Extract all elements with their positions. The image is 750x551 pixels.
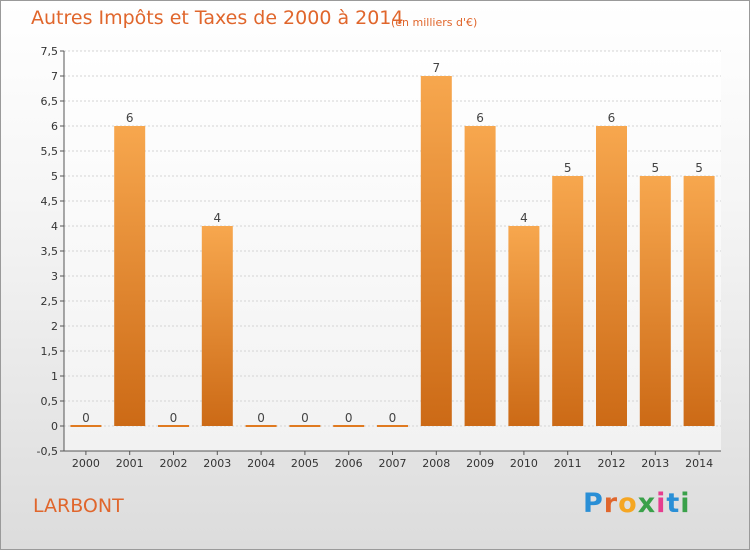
data-label: 0 xyxy=(82,411,90,425)
data-label: 0 xyxy=(345,411,353,425)
data-label: 7 xyxy=(432,61,440,75)
chart-title: Autres Impôts et Taxes de 2000 à 2014 xyxy=(31,7,404,29)
logo-letter: i xyxy=(680,488,691,519)
x-tick-label: 2003 xyxy=(203,457,231,470)
bar xyxy=(596,126,627,426)
x-tick-label: 2002 xyxy=(160,457,188,470)
y-tick-label: 0 xyxy=(51,420,58,433)
data-label: 5 xyxy=(695,161,703,175)
y-tick-label: 6,5 xyxy=(41,95,59,108)
data-label: 6 xyxy=(126,111,134,125)
data-label: 5 xyxy=(564,161,572,175)
bar xyxy=(420,76,452,426)
x-tick-label: 2006 xyxy=(335,457,363,470)
x-tick-label: 2005 xyxy=(291,457,319,470)
x-tick-label: 2009 xyxy=(466,457,494,470)
y-tick-label: 3,5 xyxy=(41,245,59,258)
data-label: 0 xyxy=(389,411,397,425)
bar xyxy=(683,176,715,426)
data-label: 6 xyxy=(608,111,616,125)
x-tick-label: 2008 xyxy=(422,457,450,470)
y-tick-label: 1,5 xyxy=(41,345,59,358)
commune-name: LARBONT xyxy=(33,495,124,517)
logo-letter: r xyxy=(603,488,619,519)
logo-letter: x xyxy=(637,488,657,519)
logo-letter: o xyxy=(618,488,638,519)
x-tick-label: 2010 xyxy=(510,457,538,470)
y-tick-label: 2,5 xyxy=(41,295,59,308)
data-label: 0 xyxy=(301,411,309,425)
y-tick-label: 1 xyxy=(51,370,58,383)
y-tick-label: 3 xyxy=(51,270,58,283)
grid-lines xyxy=(64,50,721,452)
bar xyxy=(114,126,146,426)
data-label: 5 xyxy=(651,161,659,175)
x-tick-label: 2007 xyxy=(379,457,407,470)
data-labels: 0 6 0 4 0 0 0 0 7 6 4 5 6 5 5 xyxy=(82,61,703,425)
y-tick-label: 0,5 xyxy=(41,395,59,408)
y-tick-label: 2 xyxy=(51,320,58,333)
data-label: 4 xyxy=(520,211,528,225)
proxiti-logo: Proxiti xyxy=(583,488,691,519)
x-tick-label: 2012 xyxy=(598,457,626,470)
bar xyxy=(464,126,496,426)
x-tick-label: 2004 xyxy=(247,457,275,470)
logo-letter: P xyxy=(583,488,604,519)
y-tick-label: 5,5 xyxy=(41,145,59,158)
data-label: 0 xyxy=(257,411,265,425)
x-tick-label: 2001 xyxy=(116,457,144,470)
axes: -0,5 0 0,5 1 1,5 2 2,5 3 3,5 4 4,5 5 5,5 6 6,5 7 7,5 2000… xyxy=(37,45,721,470)
x-tick-label: 2011 xyxy=(554,457,582,470)
y-tick-label: 7,5 xyxy=(41,45,59,58)
bar xyxy=(552,176,584,426)
x-tick-label: 2000 xyxy=(72,457,100,470)
y-tick-label: 5 xyxy=(51,170,58,183)
bar xyxy=(201,226,233,426)
bars xyxy=(70,76,715,427)
bar xyxy=(508,226,540,426)
x-tick-label: 2014 xyxy=(685,457,713,470)
y-tick-label: 7 xyxy=(51,70,58,83)
bar xyxy=(639,176,671,426)
chart-subtitle: (en milliers d'€) xyxy=(391,16,478,29)
data-label: 6 xyxy=(476,111,484,125)
data-label: 4 xyxy=(213,211,221,225)
data-label: 0 xyxy=(170,411,178,425)
x-tick-label: 2013 xyxy=(641,457,669,470)
logo-letter: i xyxy=(656,488,667,519)
y-tick-label: 4 xyxy=(51,220,58,233)
y-tick-label: -0,5 xyxy=(37,445,58,458)
y-tick-label: 6 xyxy=(51,120,58,133)
logo-letter: t xyxy=(666,488,681,519)
y-tick-label: 4,5 xyxy=(41,195,59,208)
